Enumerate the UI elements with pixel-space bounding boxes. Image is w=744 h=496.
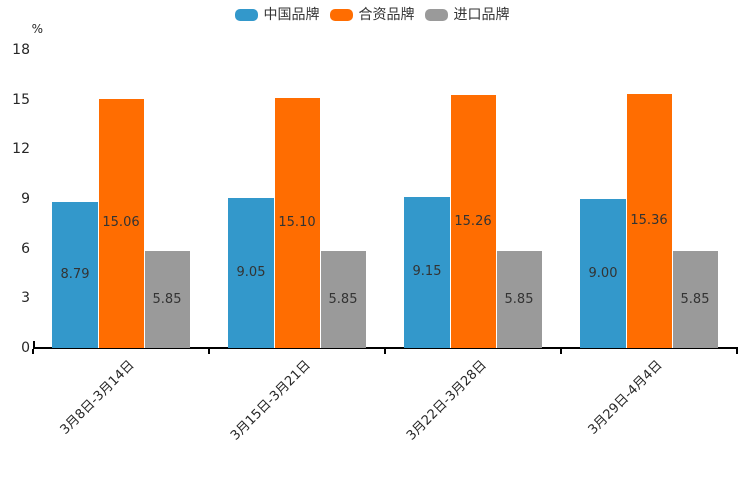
y-axis-tick-label: 9: [21, 191, 30, 207]
y-axis-tick-label: 15: [12, 91, 30, 108]
bar-series-0-group-3: [580, 199, 626, 348]
bar-value-label: 15.26: [454, 213, 492, 229]
bar-value-label: 9.15: [412, 264, 442, 280]
bar-value-label: 5.85: [680, 291, 710, 307]
y-axis-tick-label: 18: [12, 42, 30, 58]
bar-value-label: 9.00: [588, 265, 618, 281]
legend-item-series-0[interactable]: 中国品牌: [234, 6, 320, 24]
bar-value-label: 5.85: [504, 291, 534, 307]
bar-value-label: 15.06: [102, 215, 140, 231]
x-axis-tick: [736, 349, 738, 354]
chart-legend: 中国品牌 合资品牌 进口品牌: [0, 6, 744, 24]
bar-series-1-group-0: [98, 98, 144, 348]
x-axis-category-label: 3月15日-3月21日: [227, 357, 314, 444]
x-axis-line: [33, 347, 738, 349]
legend-label: 合资品牌: [358, 7, 415, 23]
bar-series-2-group-1: [320, 251, 366, 348]
legend-swatch-icon: [234, 9, 258, 21]
bar-series-0-group-1: [228, 198, 274, 348]
x-axis-category-label: 3月29日-4月4日: [585, 357, 666, 438]
y-axis-tick-label: 0: [21, 340, 30, 356]
bar-value-label: 15.36: [630, 212, 668, 228]
x-axis-left-endcap: [33, 341, 35, 347]
x-axis-tick: [208, 349, 210, 354]
y-axis-tick-label: 12: [12, 141, 30, 158]
bar-value-label: 8.79: [60, 267, 90, 283]
bar-series-0-group-2: [404, 196, 450, 348]
bar-series-1-group-3: [626, 93, 672, 348]
legend-label: 进口品牌: [453, 7, 510, 23]
x-axis-tick: [384, 349, 386, 354]
bar-series-1-group-1: [274, 98, 320, 348]
x-axis-tick: [560, 349, 562, 354]
bar-series-2-group-0: [144, 251, 190, 348]
x-axis-category-label: 3月22日-3月28日: [403, 357, 490, 444]
bar-series-0-group-0: [52, 202, 98, 348]
bar-value-label: 9.05: [236, 265, 266, 281]
x-axis-category-label: 3月8日-3月14日: [57, 357, 138, 438]
bar-value-label: 5.85: [152, 291, 182, 307]
legend-item-series-2[interactable]: 进口品牌: [424, 6, 510, 24]
legend-item-series-1[interactable]: 合资品牌: [329, 6, 415, 24]
x-axis-tick: [32, 349, 34, 354]
legend-label: 中国品牌: [263, 7, 320, 23]
bar-series-2-group-2: [496, 251, 542, 348]
legend-swatch-icon: [329, 9, 353, 21]
bar-series-1-group-2: [450, 95, 496, 348]
bar-value-label: 5.85: [328, 291, 358, 307]
bar-value-label: 15.10: [278, 215, 316, 230]
y-axis-unit-label: %: [31, 22, 43, 36]
legend-swatch-icon: [424, 9, 448, 21]
y-axis-tick-label: 3: [21, 290, 30, 307]
y-axis-tick-label: 6: [21, 240, 30, 257]
bar-series-2-group-3: [672, 251, 718, 348]
